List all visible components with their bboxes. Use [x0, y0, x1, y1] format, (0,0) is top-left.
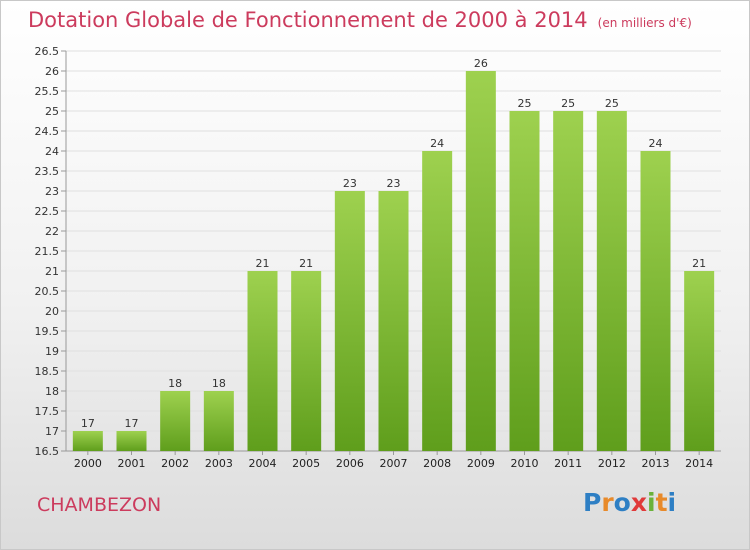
y-tick-label: 24.5 [35, 125, 60, 138]
x-tick-label: 2005 [292, 457, 320, 470]
value-label: 23 [387, 177, 401, 190]
x-tick-label: 2011 [554, 457, 582, 470]
value-label: 26 [474, 57, 488, 70]
y-tick-label: 23.5 [35, 165, 60, 178]
unit-note: (en milliers d'€) [597, 16, 692, 30]
x-tick-label: 2007 [380, 457, 408, 470]
x-tick-label: 2012 [598, 457, 626, 470]
bar [160, 391, 191, 451]
x-tick-label: 2002 [161, 457, 189, 470]
y-tick-label: 16.5 [35, 445, 60, 458]
bar [378, 191, 409, 451]
logo-letter: i [667, 488, 677, 517]
value-labels: 17 17 18 18 21 21 23 23 24 26 25 25 25 24 21 [81, 57, 706, 430]
logo-letter: r [601, 488, 614, 517]
y-tick-label: 21.5 [35, 245, 60, 258]
bars [72, 71, 715, 451]
x-tick-label: 2013 [642, 457, 670, 470]
value-label: 18 [168, 377, 182, 390]
logo-letter: P [583, 488, 602, 517]
y-tick-label: 19 [45, 345, 59, 358]
logo-letter: i [647, 488, 656, 517]
x-tick-label: 2008 [423, 457, 451, 470]
bar [291, 271, 322, 451]
x-tick-label: 2010 [511, 457, 539, 470]
value-label: 21 [256, 257, 270, 270]
x-tick-label: 2001 [118, 457, 146, 470]
bar [72, 431, 103, 451]
value-label: 25 [561, 97, 575, 110]
y-tick-label: 20 [45, 305, 59, 318]
logo-letter: x [630, 488, 647, 517]
y-tick-label: 21 [45, 265, 59, 278]
y-tick-label: 17 [45, 425, 59, 438]
bar [509, 111, 540, 451]
value-label: 18 [212, 377, 226, 390]
value-label: 25 [518, 97, 532, 110]
y-tick-label: 18.5 [35, 365, 60, 378]
y-tick-label: 19.5 [35, 325, 60, 338]
value-label: 24 [430, 137, 444, 150]
x-tick-label: 2003 [205, 457, 233, 470]
value-label: 25 [605, 97, 619, 110]
y-tick-label: 20.5 [35, 285, 60, 298]
y-tick-label: 22 [45, 225, 59, 238]
y-tick-label: 24 [45, 145, 59, 158]
x-tick-label: 2004 [249, 457, 277, 470]
bar [116, 431, 147, 451]
logo-letter: o [613, 488, 631, 517]
x-tick-labels: 2000 2001 2002 2003 2004 2005 2006 2007 2008 2009… [74, 457, 713, 470]
value-label: 24 [649, 137, 663, 150]
place-name: CHAMBEZON [37, 494, 162, 516]
y-tick-label: 25 [45, 105, 59, 118]
x-tick-label: 2006 [336, 457, 364, 470]
value-label: 17 [125, 417, 139, 430]
value-label: 17 [81, 417, 95, 430]
value-label: 21 [692, 257, 706, 270]
y-tick-label: 17.5 [35, 405, 60, 418]
bar [334, 191, 365, 451]
bar [422, 151, 453, 451]
bar [553, 111, 584, 451]
y-tick-label: 18 [45, 385, 59, 398]
y-tick-label: 23 [45, 185, 59, 198]
bar [684, 271, 715, 451]
x-tick-label: 2014 [685, 457, 713, 470]
y-tick-label: 22.5 [35, 205, 60, 218]
y-tick-label: 26.5 [35, 45, 60, 58]
chart-title-text: Dotation Globale de Fonctionnement de 20… [28, 8, 588, 32]
chart-title: Dotation Globale de Fonctionnement de 20… [28, 8, 692, 32]
bar [640, 151, 671, 451]
bar [247, 271, 278, 451]
bar [203, 391, 234, 451]
value-label: 23 [343, 177, 357, 190]
value-label: 21 [299, 257, 313, 270]
bar [465, 71, 496, 451]
logo-letter: t [655, 488, 668, 517]
y-tick-labels: 16.5 17 17.5 18 18.5 19 19.5 20 20.5 21 21.5 22 22.5… [35, 45, 60, 458]
y-tick-label: 26 [45, 65, 59, 78]
y-tick-label: 25.5 [35, 85, 60, 98]
proxiti-logo[interactable]: Proxiti [583, 488, 676, 517]
x-tick-label: 2000 [74, 457, 102, 470]
x-tick-label: 2009 [467, 457, 495, 470]
bar [596, 111, 627, 451]
